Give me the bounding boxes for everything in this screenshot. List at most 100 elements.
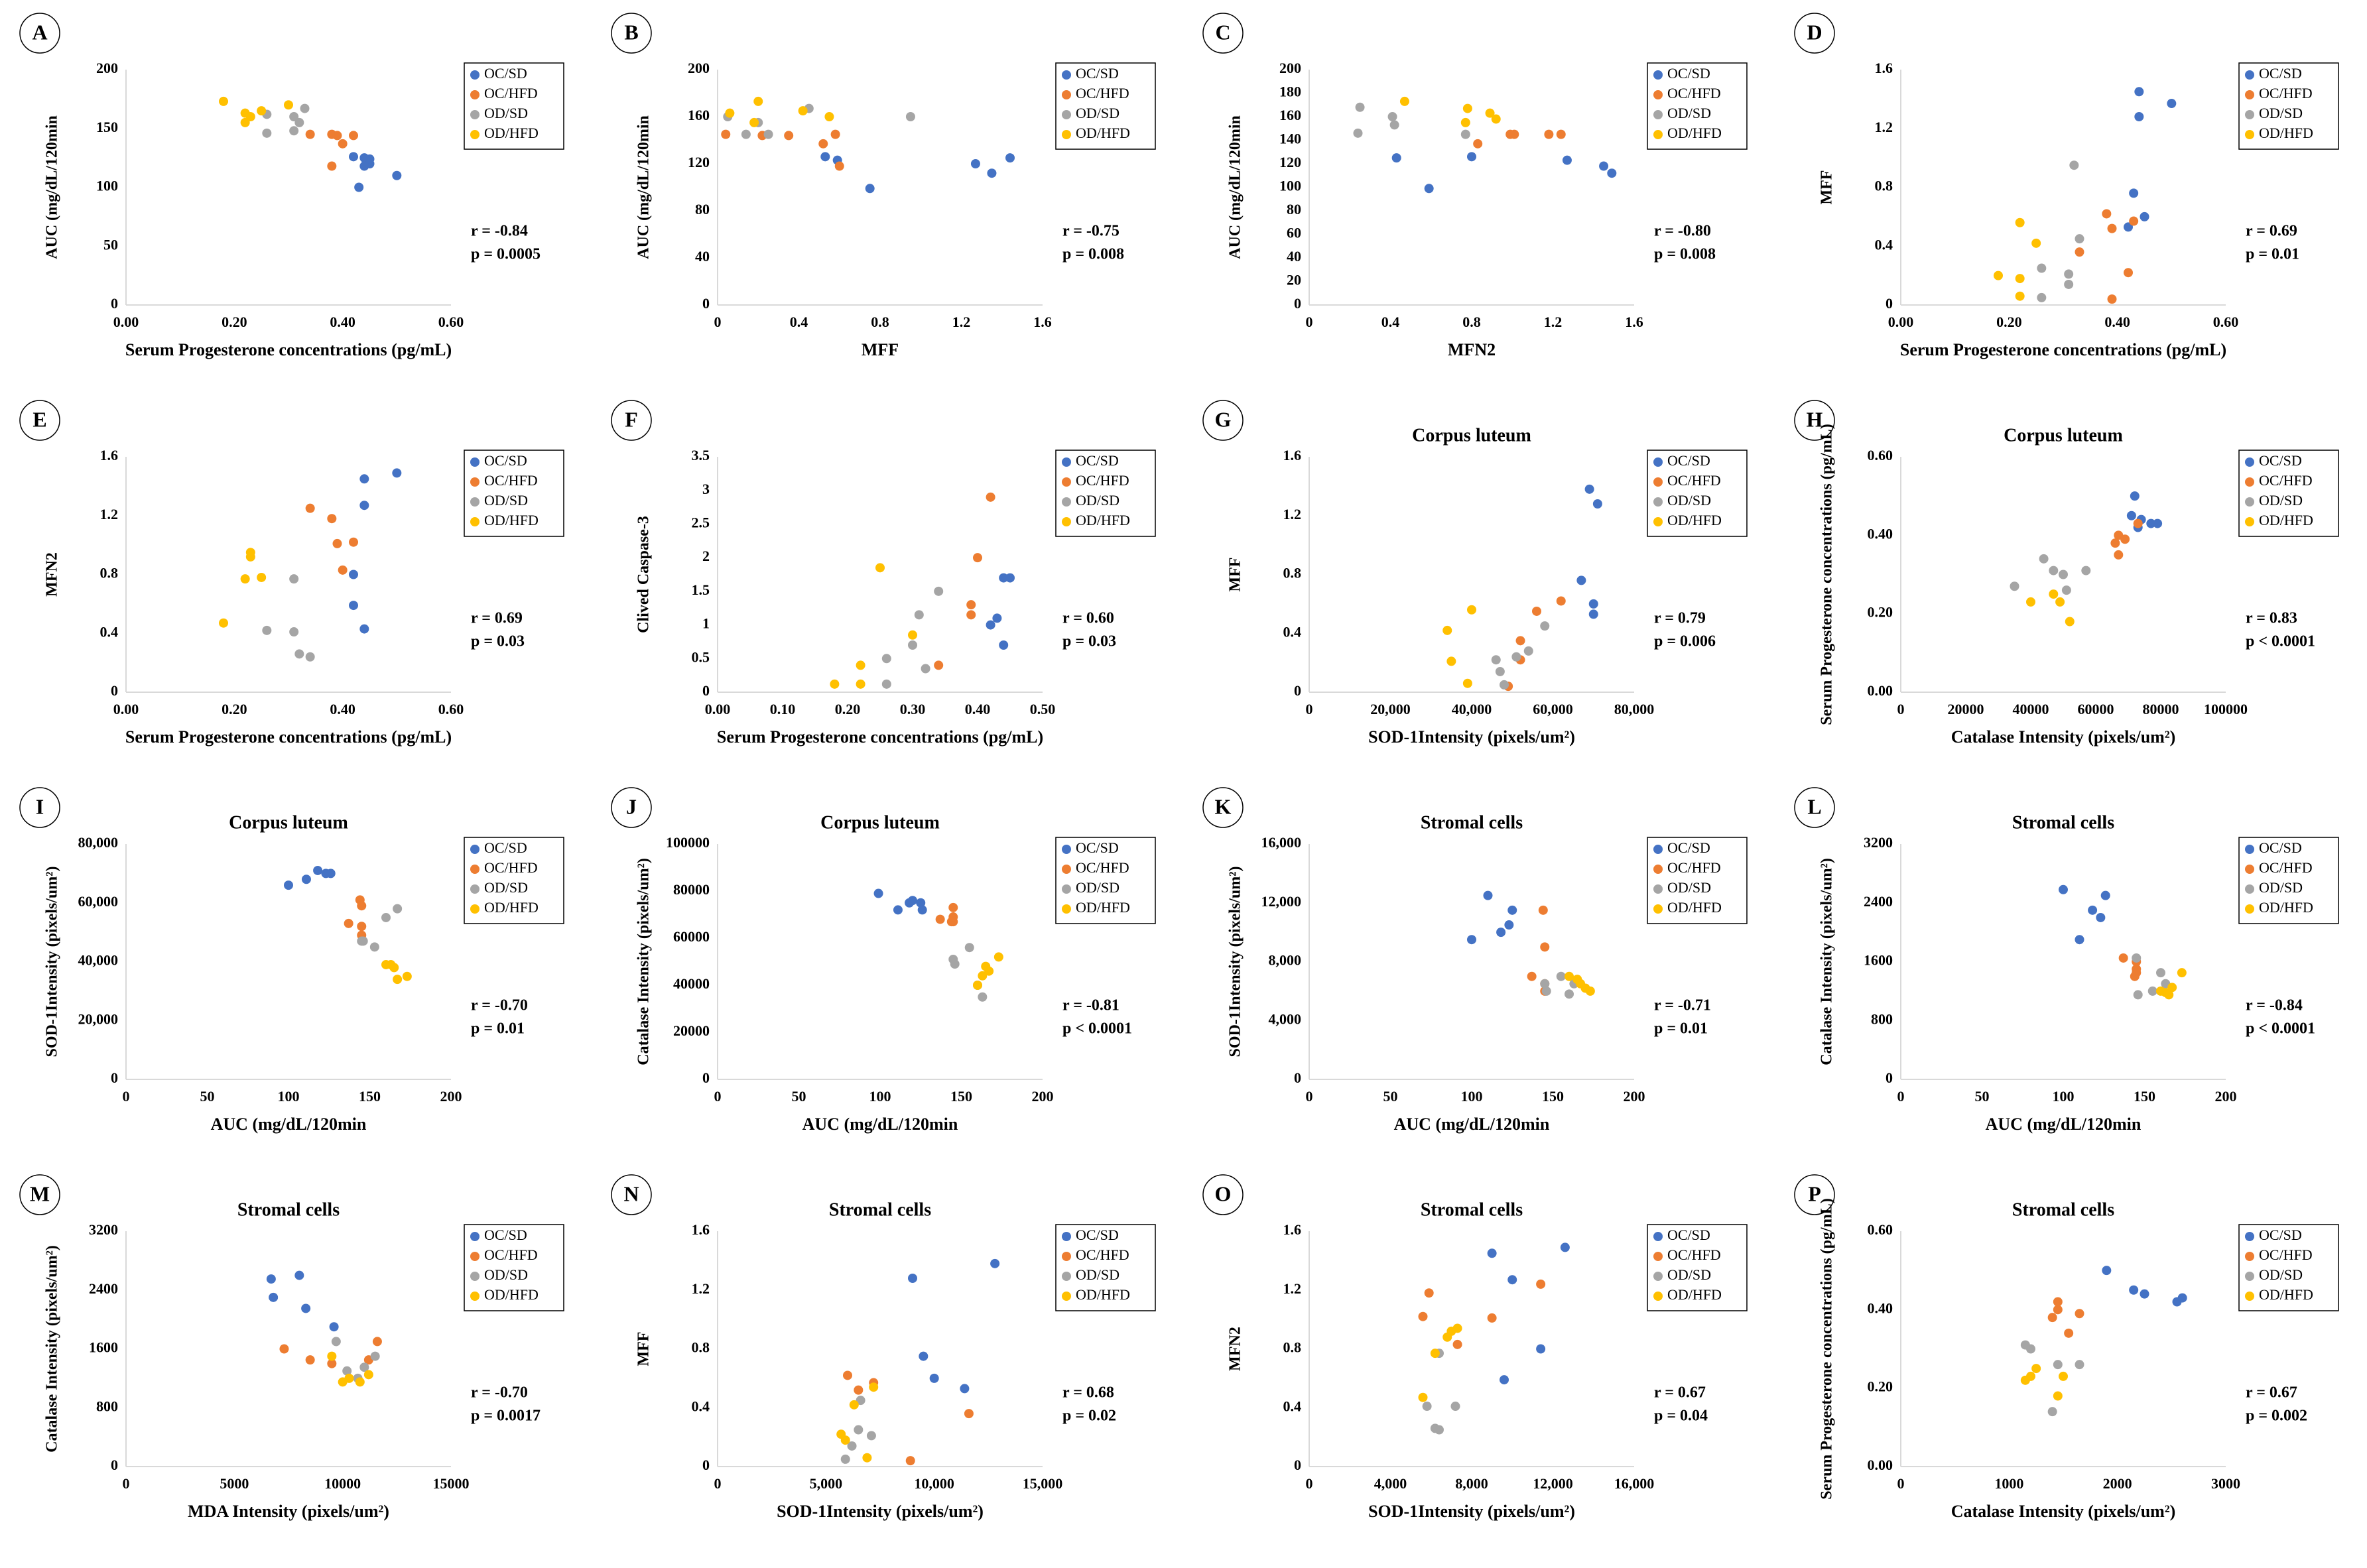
- stat-p: p < 0.0001: [2246, 633, 2315, 650]
- y-tick-label: 200: [96, 60, 118, 76]
- legend-box: [464, 1224, 564, 1311]
- stat-p: p = 0.03: [471, 633, 525, 650]
- stat-p: p = 0.006: [1654, 633, 1716, 650]
- stat-p: p = 0.002: [2246, 1408, 2307, 1425]
- legend-marker: [1653, 904, 1663, 914]
- x-tick-label: 0.50: [1030, 701, 1056, 717]
- legend-label: OD/SD: [484, 1266, 528, 1283]
- legend-marker: [1062, 90, 1071, 99]
- legend-label: OC/SD: [484, 839, 527, 856]
- stat-r: r = -0.75: [1062, 223, 1120, 240]
- panel-label: K: [1215, 794, 1232, 818]
- point-oc-sd: [1504, 920, 1514, 930]
- point-od-hfd: [1399, 96, 1409, 106]
- legend-marker: [1653, 497, 1663, 507]
- y-tick-label: 0.20: [1868, 1378, 1893, 1395]
- point-od-sd: [881, 679, 891, 689]
- point-oc-hfd: [1532, 606, 1541, 616]
- legend-label: OD/SD: [484, 492, 528, 509]
- legend-marker: [1653, 884, 1663, 894]
- legend-label: OC/SD: [1076, 452, 1119, 469]
- point-oc-hfd: [357, 901, 367, 911]
- point-od-hfd: [2167, 983, 2177, 993]
- point-od-sd: [294, 649, 304, 659]
- legend-label: OD/HFD: [484, 1286, 539, 1303]
- panel-E: E 0.00 0.20 0.40 0.60 0 0.4 0.8 1.2 1.6 Serum Prog…: [19, 400, 564, 747]
- panel-label-circle: [1794, 787, 1835, 828]
- panel-label-circle: [611, 1174, 652, 1215]
- y-tick-label: 80: [695, 201, 710, 217]
- y-tick-label: 0: [1294, 682, 1301, 699]
- point-od-sd: [2053, 1360, 2063, 1370]
- legend-label: OC/SD: [2259, 1227, 2302, 1243]
- point-oc-hfd: [1544, 129, 1554, 139]
- panel-label: C: [1215, 20, 1230, 44]
- point-od-hfd: [2015, 291, 2025, 301]
- legend-marker: [2245, 130, 2254, 139]
- legend-label: OD/HFD: [1076, 899, 1130, 916]
- point-od-hfd: [327, 1351, 337, 1361]
- point-od-hfd: [344, 1373, 354, 1383]
- point-oc-sd: [349, 152, 358, 162]
- y-tick-label: 1.2: [1283, 1280, 1302, 1297]
- stat-p: p < 0.0001: [2246, 1020, 2315, 1038]
- point-oc-hfd: [964, 1409, 974, 1419]
- x-tick-label: 150: [359, 1088, 381, 1105]
- point-od-sd: [289, 574, 299, 584]
- legend-marker: [470, 497, 480, 507]
- legend-label: OC/HFD: [2259, 859, 2313, 876]
- legend-marker: [1653, 477, 1663, 487]
- point-oc-hfd: [2124, 268, 2133, 278]
- legend-marker: [1653, 70, 1663, 80]
- point-od-hfd: [1442, 625, 1452, 635]
- legend-box: [1055, 1224, 1156, 1311]
- panel-label-circle: [1202, 400, 1244, 441]
- panel-label: I: [36, 794, 44, 818]
- panel-label: E: [32, 407, 46, 431]
- x-tick-label: 60000: [2078, 701, 2114, 717]
- y-tick-label: 1: [702, 615, 710, 632]
- point-oc-sd: [929, 1373, 939, 1383]
- legend-marker: [470, 1232, 480, 1241]
- y-axis-label: MFF: [635, 1332, 653, 1366]
- x-tick-label: 80,000: [1614, 701, 1655, 717]
- point-oc-sd: [2126, 511, 2136, 520]
- point-oc-hfd: [1536, 1279, 1546, 1289]
- point-oc-hfd: [935, 914, 945, 924]
- legend-label: OD/HFD: [2259, 899, 2313, 916]
- legend-label: OD/HFD: [484, 512, 539, 528]
- y-tick-label: 0.4: [1283, 1398, 1302, 1414]
- point-od-sd: [978, 992, 988, 1002]
- point-oc-hfd: [1540, 942, 1550, 952]
- point-oc-sd: [2134, 87, 2144, 97]
- point-oc-sd: [1507, 1275, 1517, 1285]
- panel-O: O Stromal cells 0 4,000 8,000 12,000 16,000 0 0.…: [1202, 1174, 1748, 1521]
- point-od-sd: [2039, 554, 2049, 564]
- legend-box: [464, 450, 564, 537]
- point-od-hfd: [830, 679, 840, 689]
- legend-label: OD/HFD: [1076, 125, 1130, 141]
- point-oc-hfd: [1515, 636, 1525, 646]
- legend-label: OD/HFD: [2259, 512, 2313, 528]
- legend-label: OD/SD: [1076, 1266, 1120, 1283]
- legend-marker: [2245, 90, 2254, 99]
- point-od-sd: [840, 1454, 850, 1464]
- point-od-hfd: [2031, 1364, 2041, 1374]
- legend-marker: [1062, 845, 1071, 854]
- x-tick-label: 60,000: [1533, 701, 1573, 717]
- legend-label: OC/HFD: [484, 472, 538, 489]
- x-tick-label: 20,000: [1370, 701, 1411, 717]
- point-oc-sd: [1562, 155, 1572, 165]
- point-od-hfd: [386, 959, 396, 969]
- stat-p: p = 0.01: [1654, 1020, 1708, 1038]
- y-tick-label: 1600: [89, 1339, 118, 1356]
- panel-label: F: [625, 407, 638, 431]
- stat-r: r = 0.68: [1062, 1384, 1114, 1402]
- legend-marker: [1062, 477, 1071, 487]
- y-tick-label: 1.6: [100, 447, 119, 463]
- y-tick-label: 40,000: [78, 952, 119, 969]
- point-od-sd: [1353, 128, 1363, 138]
- point-od-hfd: [753, 96, 763, 106]
- y-axis-label: SOD-1Intensity (pixels/um²): [1227, 867, 1244, 1057]
- y-tick-label: 60000: [673, 928, 710, 945]
